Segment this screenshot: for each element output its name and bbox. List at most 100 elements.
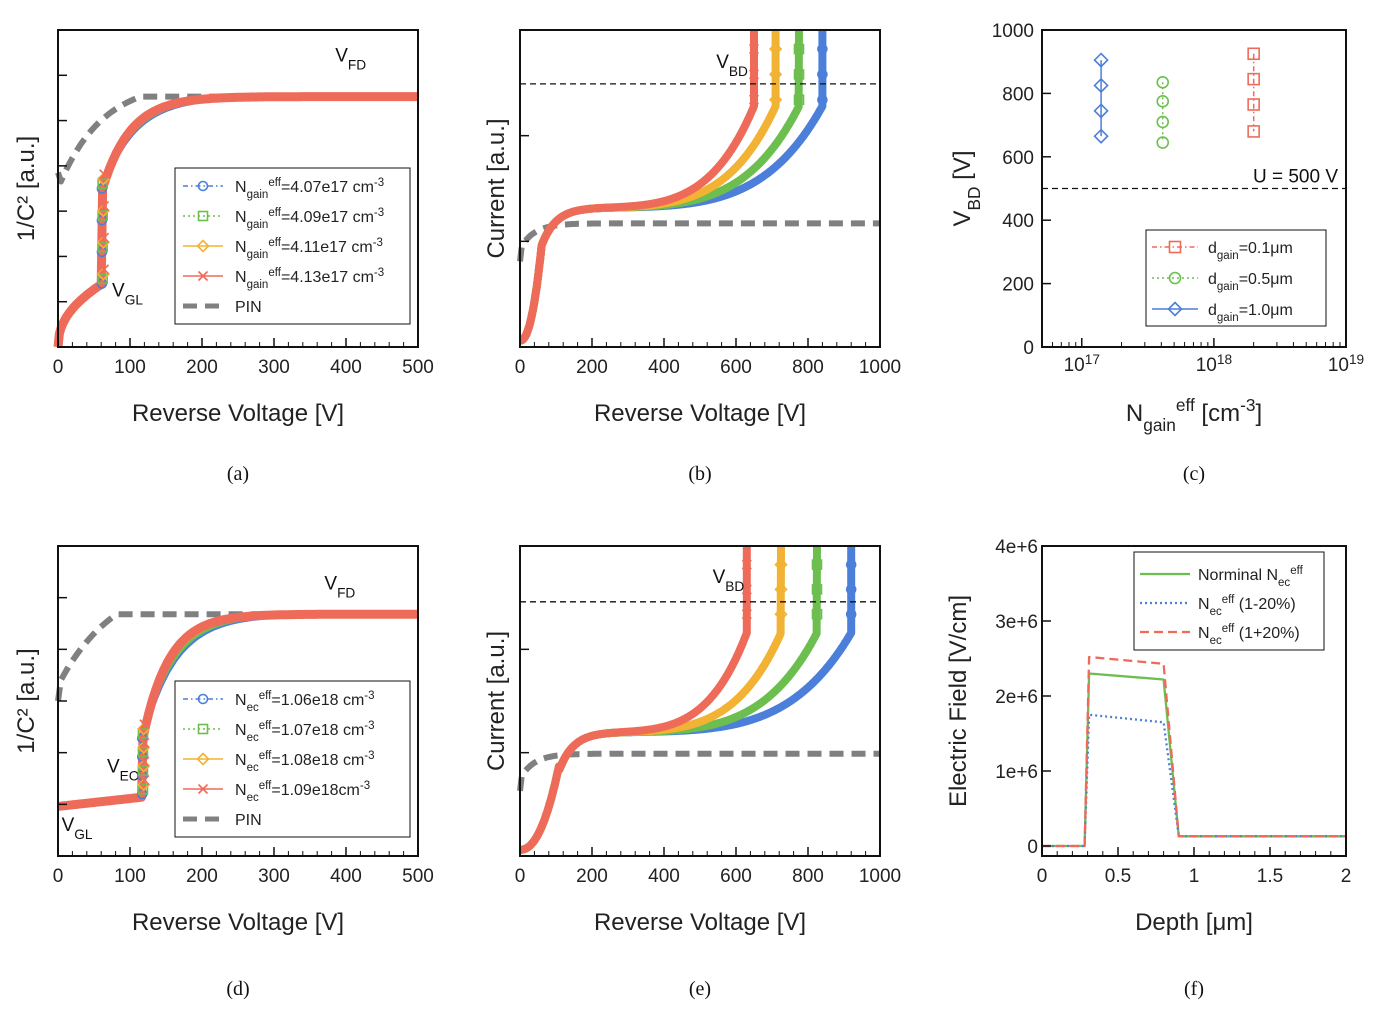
data-marker (793, 94, 805, 106)
data-marker (99, 232, 110, 243)
annotation-label: VBD (716, 52, 748, 79)
x-axis-label: Ngaineff [cm-3] (1126, 395, 1262, 435)
legend-label-part: N (235, 752, 247, 769)
annotation-label-part: V (713, 567, 726, 588)
legend-marker (196, 752, 210, 766)
x-tick-label: 100 (114, 357, 146, 378)
legend-label-part: ec (247, 702, 259, 714)
pin-reference-curve (517, 220, 882, 262)
data-marker (793, 43, 805, 55)
legend-marker (197, 210, 209, 222)
legend-label-part: N (235, 179, 247, 196)
legend-label-part: PIN (235, 299, 262, 316)
legend-label-part: ec (1278, 577, 1290, 589)
legend-label-part: eff (268, 267, 281, 279)
legend-label-part: -3 (374, 267, 384, 279)
y-axis-label: Electric Field [V/cm] (945, 595, 972, 807)
legend-box (1133, 551, 1325, 651)
x-axis-label-part: gain (1143, 415, 1176, 435)
legend-label: Neceff=1.07e18 cm-3 (235, 720, 375, 744)
data-marker (768, 93, 783, 107)
legend-label-part: -3 (364, 720, 374, 732)
y-axis-label: 1/C² [a.u.] (13, 648, 40, 753)
iv-curve (516, 546, 856, 854)
data-point (1156, 76, 1170, 89)
panel-a-frame (57, 29, 419, 348)
data-marker (99, 200, 110, 212)
y-tick-label: 200 (1002, 275, 1034, 296)
legend-label-part: d (1208, 271, 1217, 288)
x-tick-label-part: 17 (1085, 352, 1100, 367)
legend-label-part: eff (259, 750, 272, 762)
data-marker (817, 94, 828, 106)
annotation-label-part: FD (337, 585, 355, 600)
legend-label-part: eff (259, 720, 272, 732)
legend-label: dgain=0.5μm (1208, 271, 1293, 293)
data-marker (817, 43, 828, 55)
x-tick-label-part: 19 (1349, 352, 1364, 367)
legend-label: Ngaineff=4.09e17 cm-3 (235, 207, 384, 231)
legend-marker (1168, 271, 1182, 285)
legend-label-part: N (235, 692, 247, 709)
legend-label-part: N (235, 269, 247, 286)
panel-caption: (d) (226, 978, 249, 1000)
legend-label-part: eff (259, 780, 272, 792)
annotation-label-part: V (716, 52, 729, 73)
data-marker (741, 559, 752, 570)
data-point (1247, 125, 1260, 138)
data-marker (137, 765, 149, 777)
x-axis-label-part: -3 (1240, 395, 1255, 415)
x-tick-label: 200 (576, 866, 608, 887)
y-tick-label: 400 (1002, 211, 1034, 232)
x-tick-label: 1000 (859, 866, 901, 887)
legend-label-part: =1.09e18cm (271, 782, 360, 799)
annotation-label: VGL (62, 815, 93, 842)
x-tick-label: 200 (576, 357, 608, 378)
x-tick-label: 600 (720, 357, 752, 378)
data-point (1247, 47, 1260, 61)
legend-label-part: N (1198, 596, 1210, 613)
x-tick-label: 400 (330, 357, 362, 378)
legend-marker (197, 693, 209, 705)
legend-label: Norminal Neceff (1198, 565, 1304, 589)
data-marker (768, 42, 783, 56)
x-tick-label: 0 (1037, 866, 1048, 887)
x-tick-label: 500 (402, 866, 434, 887)
data-marker (139, 774, 150, 786)
x-axis-label: Reverse Voltage [V] (132, 400, 344, 427)
data-point (1093, 52, 1109, 68)
y-tick-label: 600 (1002, 148, 1034, 169)
chart-panel-f: 0 1e+6 2e+6 3e+6 4e+6 0 0.5 1 1.5 2 Depth [μm] Elec… (945, 537, 1351, 1000)
legend-label-part: N (235, 722, 247, 739)
legend-label: PIN (235, 299, 262, 316)
legend-label-part: N (1198, 625, 1210, 642)
iv-curve (516, 545, 821, 854)
annotation-label-part: GL (74, 827, 93, 842)
legend-marker (1168, 240, 1182, 254)
data-marker (97, 178, 108, 190)
legend-label-part: =1.08e18 cm (271, 752, 364, 769)
legend-label-part: ec (247, 762, 259, 774)
legend-label-part: eff (1222, 594, 1235, 606)
x-axis-label: Reverse Voltage [V] (594, 909, 806, 936)
y-axis-label: VBD [V] (949, 150, 984, 226)
y-axis-label: Current [a.u.] (483, 118, 510, 258)
annotation-label-part: V (62, 815, 75, 836)
chart-panel-b: 0 200 400 600 800 1000 Reverse Voltage [V] Curr… (483, 29, 901, 485)
annotation-label: VBD (713, 567, 745, 594)
panel-caption: (c) (1183, 463, 1205, 485)
panel-caption: (b) (688, 463, 711, 485)
x-axis-label: Reverse Voltage [V] (594, 400, 806, 427)
legend-label-part: -3 (374, 177, 384, 189)
y-axis-label: 1/C² [a.u.] (13, 136, 40, 241)
x-axis-label: Reverse Voltage [V] (132, 909, 344, 936)
x-tick-label-part: 10 (1196, 355, 1217, 376)
legend-label-part: gain (1217, 250, 1239, 262)
legend-marker (197, 180, 209, 192)
legend-label-part: gain (247, 219, 269, 231)
x-tick-label: 0 (53, 866, 64, 887)
data-point (1247, 98, 1260, 111)
y-axis-label-part: [V] (949, 150, 976, 186)
panel-e-frame (519, 545, 881, 857)
legend-label-part: -3 (364, 750, 374, 762)
